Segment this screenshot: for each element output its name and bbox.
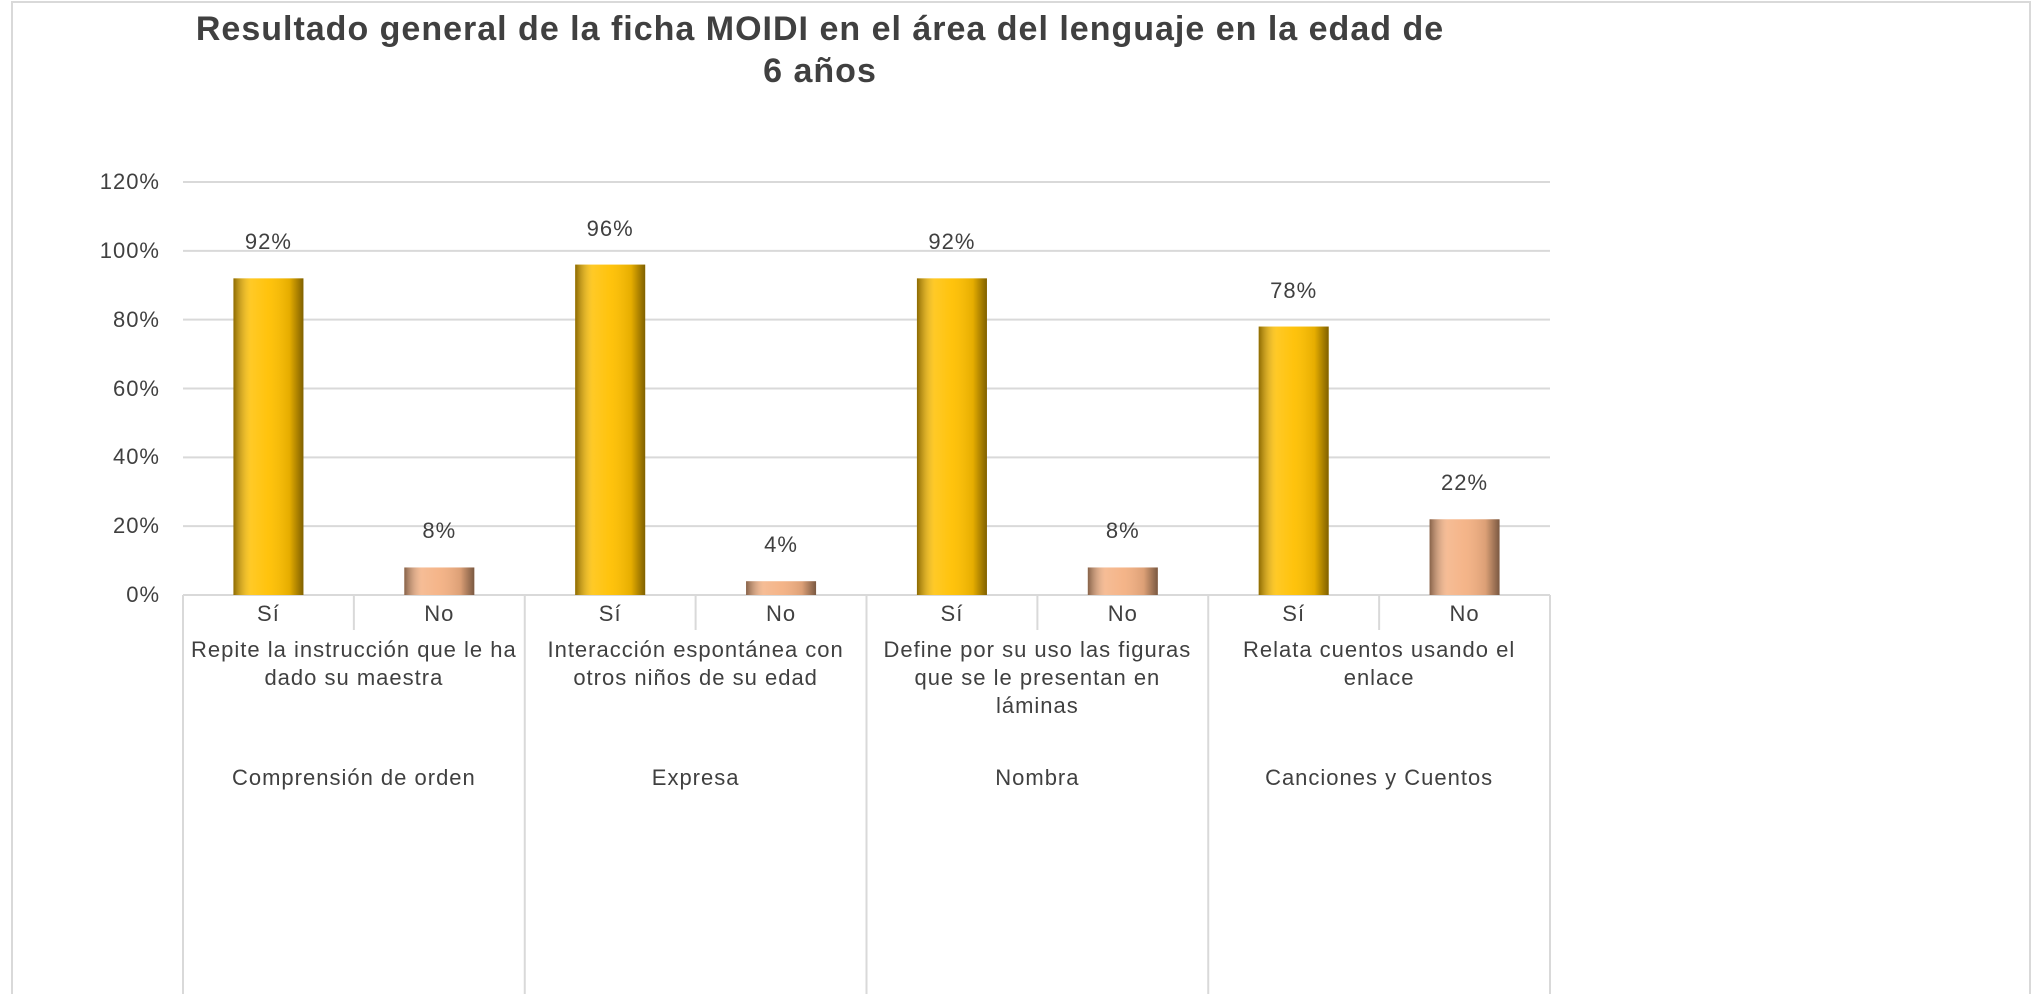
value-label: 92% [244,229,292,255]
value-label: 78% [1270,277,1318,303]
group-label: Expresa [651,765,740,790]
bar-shade [575,264,646,595]
value-label: 22% [1441,470,1489,496]
bar-shade [233,278,304,595]
x-tick-label: No [766,601,797,626]
y-tick-label: 80% [112,306,160,332]
x-tick-label: No [424,601,455,626]
x-tick-label: No [1449,601,1480,626]
value-label: 96% [586,215,634,241]
bar-shade [1258,326,1329,595]
y-tick-label: 0% [126,582,160,607]
value-label: 8% [1105,518,1140,544]
value-label: 92% [928,229,976,255]
y-tick-label: 20% [112,513,160,539]
chart-frame [11,1,2031,994]
subgroup-label: Relata cuentos usando el enlace [1242,637,1516,690]
chart-title: Resultado general de la ficha MOIDI en e… [195,10,1445,90]
x-tick-label: Sí [1282,601,1306,626]
y-tick-label: 120% [99,169,160,194]
bar-shade [404,567,475,595]
group-label: Comprensión de orden [231,765,476,790]
subgroup-label: Define por su uso las figuras que se le … [883,637,1192,718]
group-label: Canciones y Cuentos [1265,765,1494,790]
chart-title-box: Resultado general de la ficha MOIDI en e… [0,8,1640,92]
y-tick-label: 60% [112,375,160,401]
x-tick-label: Sí [257,601,280,626]
value-label: 4% [764,532,798,558]
subgroup-label: Interacción espontánea con otros niños d… [547,637,844,690]
bar-shade [1087,567,1158,595]
x-tick-label: No [1107,601,1138,626]
value-label: 8% [422,518,457,544]
bar-shade [1429,519,1500,595]
y-tick-label: 40% [112,444,160,470]
bar-shade [746,581,817,595]
x-tick-label: Sí [598,601,622,626]
bar-shade [916,278,987,595]
y-tick-label: 100% [99,237,160,263]
subgroup-label: Repite la instrucción que le ha dado su … [191,637,517,690]
group-label: Nombra [995,765,1080,790]
x-tick-label: Sí [940,601,964,626]
